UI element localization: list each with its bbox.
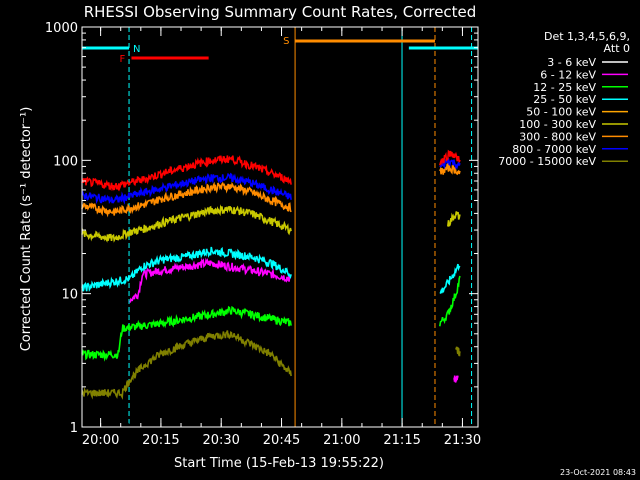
series-line (439, 263, 461, 294)
legend-label: 800 - 7000 keV (512, 143, 596, 156)
series-line (439, 275, 461, 327)
x-tick-label: 20:45 (263, 433, 300, 448)
legend-header: Att 0 (604, 42, 630, 55)
y-tick-label: 1 (70, 421, 78, 436)
chart-title: RHESSI Observing Summary Count Rates, Co… (84, 3, 477, 21)
night-flag-label: N (133, 44, 140, 55)
series-line-red (81, 155, 292, 192)
series-line (447, 211, 461, 227)
legend-label: 100 - 300 keV (519, 118, 596, 131)
legend-label: 6 - 12 keV (540, 68, 596, 81)
legend-label: 7000 - 15000 keV (498, 155, 596, 168)
y-axis-label: Corrected Count Rate (s⁻¹ detector⁻¹) (19, 107, 34, 352)
y-tick-label: 100 (53, 154, 78, 169)
legend-label: 25 - 50 keV (533, 93, 596, 106)
x-tick-label: 20:30 (202, 433, 239, 448)
series-line (81, 305, 292, 362)
x-tick-label: 21:15 (383, 433, 420, 448)
x-tick-label: 21:30 (444, 433, 481, 448)
x-axis-label: Start Time (15-Feb-13 19:55:22) (174, 456, 384, 471)
series-line (453, 375, 459, 383)
series-line (81, 204, 292, 243)
x-tick-label: 21:00 (323, 433, 360, 448)
y-tick-label: 1000 (45, 21, 78, 36)
x-tick-label: 20:15 (142, 433, 179, 448)
flare-flag-label: F (119, 54, 125, 65)
legend-label: 50 - 100 keV (526, 106, 596, 119)
plot-frame (81, 26, 479, 428)
series-line (81, 172, 292, 205)
series-line (455, 346, 461, 357)
legend-label: 12 - 25 keV (533, 81, 596, 94)
legend-header: Det 1,3,4,5,6,9, (544, 30, 630, 43)
series-line (81, 246, 292, 292)
x-tick-label: 20:00 (82, 433, 119, 448)
series-line-red (439, 149, 461, 166)
series-line (81, 181, 292, 218)
footer-date: 23-Oct-2021 08:43 (560, 468, 636, 477)
series-line (81, 330, 292, 400)
y-tick-label: 10 (61, 288, 78, 303)
saa-flag-label: S (283, 36, 289, 47)
legend-label: 3 - 6 keV (547, 56, 596, 69)
plot-layer: NF S (81, 27, 478, 429)
axis-layer: 1 10 100 1000 20:00 20:15 20:30 20:45 21:00 21:15… (45, 21, 481, 448)
series-line (129, 257, 292, 303)
legend-label: 300 - 800 keV (519, 130, 596, 143)
series-line (439, 162, 461, 176)
